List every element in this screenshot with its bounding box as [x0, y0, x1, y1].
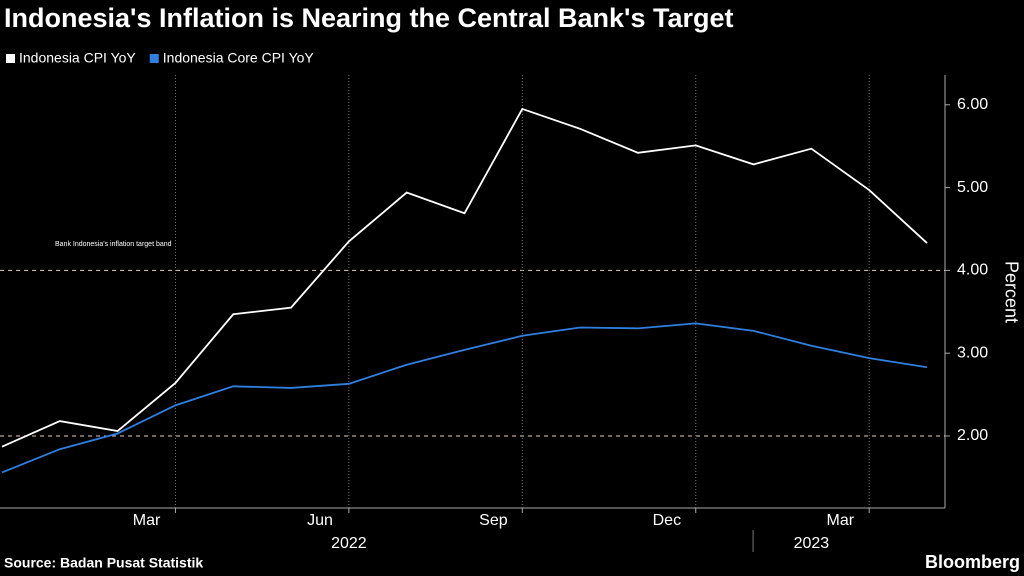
y-axis-label: Percent	[1001, 261, 1021, 323]
x-tick-label: Mar	[133, 512, 161, 529]
source: Source: Badan Pusat Statistik	[4, 555, 203, 571]
chart-title: Indonesia's Inflation is Nearing the Cen…	[4, 3, 734, 33]
series-line	[1, 107, 928, 448]
y-tick-label: 3.00	[957, 344, 988, 361]
legend-swatch	[149, 54, 159, 63]
legend-label: Indonesia Core CPI YoY	[163, 50, 315, 66]
x-tick-label: Mar	[827, 512, 855, 529]
y-tick-label: 2.00	[957, 427, 988, 444]
y-tick-label: 5.00	[957, 179, 988, 196]
annotation: Bank Indonesia's inflation target band	[55, 241, 172, 248]
brand: Bloomberg	[925, 552, 1020, 572]
x-tick-label: Jun	[307, 512, 333, 529]
series-line	[1, 322, 928, 474]
y-tick-label: 4.00	[957, 262, 988, 279]
x-tick-label: Dec	[653, 512, 681, 529]
x-tick-label: Sep	[479, 512, 508, 529]
legend-swatch	[6, 54, 15, 63]
year-label: 2023	[794, 535, 830, 552]
y-tick-label: 6.00	[957, 96, 988, 113]
legend-label: Indonesia CPI YoY	[19, 50, 136, 66]
year-label: 2022	[331, 535, 367, 552]
